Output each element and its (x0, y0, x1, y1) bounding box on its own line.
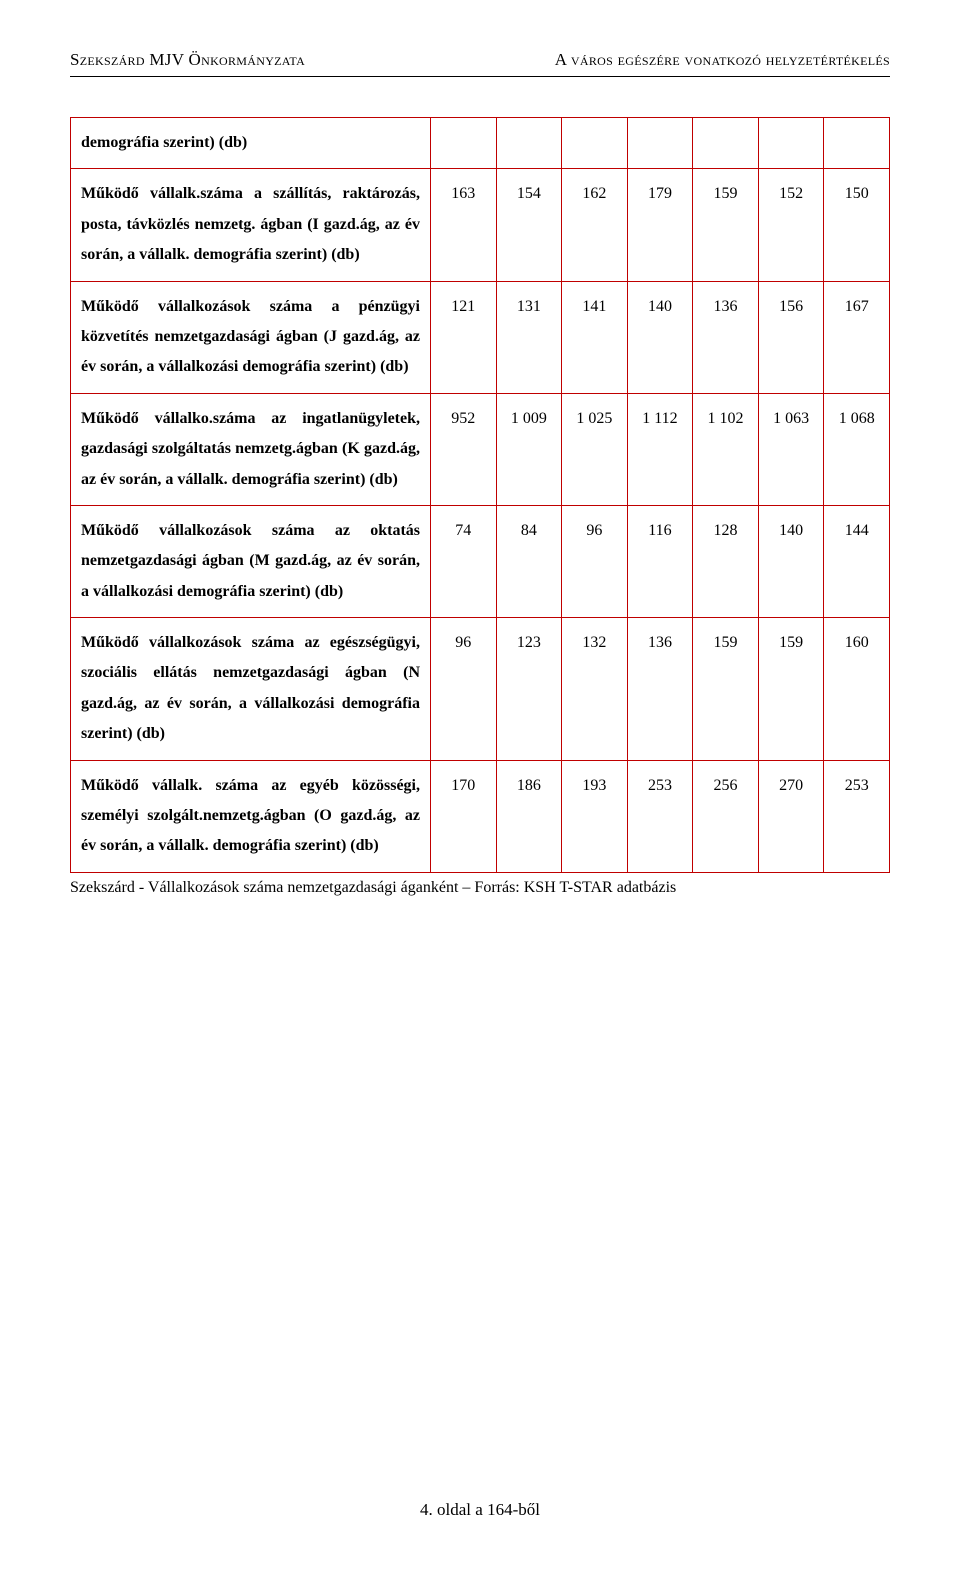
row-value: 144 (824, 505, 890, 617)
row-value: 1 112 (627, 393, 693, 505)
row-value: 186 (496, 760, 562, 872)
row-value: 96 (562, 505, 628, 617)
row-value: 159 (693, 169, 759, 281)
row-value (496, 118, 562, 169)
row-value (824, 118, 890, 169)
row-value: 167 (824, 281, 890, 393)
header-left: Szekszárd MJV Önkormányzata (70, 50, 305, 70)
header-right: A város egészére vonatkozó helyzetértéke… (555, 50, 890, 70)
page-footer: 4. oldal a 164-ből (0, 1500, 960, 1520)
row-value: 170 (431, 760, 497, 872)
data-table: demográfia szerint) (db)Működő vállalk.s… (70, 117, 890, 873)
row-value: 136 (627, 618, 693, 761)
row-value: 132 (562, 618, 628, 761)
row-value: 1 102 (693, 393, 759, 505)
row-label: Működő vállalk.száma a szállítás, raktár… (71, 169, 431, 281)
row-value: 131 (496, 281, 562, 393)
table-row: Működő vállalko.száma az ingatlanügylete… (71, 393, 890, 505)
row-value: 159 (758, 618, 824, 761)
row-value: 154 (496, 169, 562, 281)
row-value: 141 (562, 281, 628, 393)
row-value: 253 (824, 760, 890, 872)
row-label: Működő vállalko.száma az ingatlanügylete… (71, 393, 431, 505)
row-value: 163 (431, 169, 497, 281)
table-row: Működő vállalkozások száma a pénzügyi kö… (71, 281, 890, 393)
row-value: 159 (693, 618, 759, 761)
row-label: Működő vállalkozások száma az egészségüg… (71, 618, 431, 761)
row-value: 256 (693, 760, 759, 872)
row-value: 1 063 (758, 393, 824, 505)
row-value (562, 118, 628, 169)
table-row: demográfia szerint) (db) (71, 118, 890, 169)
table-row: Működő vállalkozások száma az egészségüg… (71, 618, 890, 761)
row-value: 179 (627, 169, 693, 281)
table-caption: Szekszárd - Vállalkozások száma nemzetga… (70, 879, 890, 897)
row-value (758, 118, 824, 169)
table-row: Működő vállalk.száma a szállítás, raktár… (71, 169, 890, 281)
row-value: 952 (431, 393, 497, 505)
row-value: 116 (627, 505, 693, 617)
row-value: 140 (758, 505, 824, 617)
row-value: 156 (758, 281, 824, 393)
page-header: Szekszárd MJV Önkormányzata A város egés… (70, 50, 890, 77)
row-label: Működő vállalkozások száma az oktatás ne… (71, 505, 431, 617)
row-value: 150 (824, 169, 890, 281)
table-row: Működő vállalkozások száma az oktatás ne… (71, 505, 890, 617)
row-value: 1 009 (496, 393, 562, 505)
row-value: 193 (562, 760, 628, 872)
row-value: 160 (824, 618, 890, 761)
row-label: Működő vállalkozások száma a pénzügyi kö… (71, 281, 431, 393)
row-value: 96 (431, 618, 497, 761)
row-value: 140 (627, 281, 693, 393)
table-row: Működő vállalk. száma az egyéb közösségi… (71, 760, 890, 872)
row-value: 270 (758, 760, 824, 872)
row-value: 121 (431, 281, 497, 393)
row-label: Működő vállalk. száma az egyéb közösségi… (71, 760, 431, 872)
row-value: 253 (627, 760, 693, 872)
row-value (627, 118, 693, 169)
row-label: demográfia szerint) (db) (71, 118, 431, 169)
row-value: 1 025 (562, 393, 628, 505)
row-value (431, 118, 497, 169)
row-value (693, 118, 759, 169)
row-value: 128 (693, 505, 759, 617)
row-value: 162 (562, 169, 628, 281)
row-value: 136 (693, 281, 759, 393)
row-value: 84 (496, 505, 562, 617)
row-value: 74 (431, 505, 497, 617)
row-value: 1 068 (824, 393, 890, 505)
row-value: 123 (496, 618, 562, 761)
row-value: 152 (758, 169, 824, 281)
